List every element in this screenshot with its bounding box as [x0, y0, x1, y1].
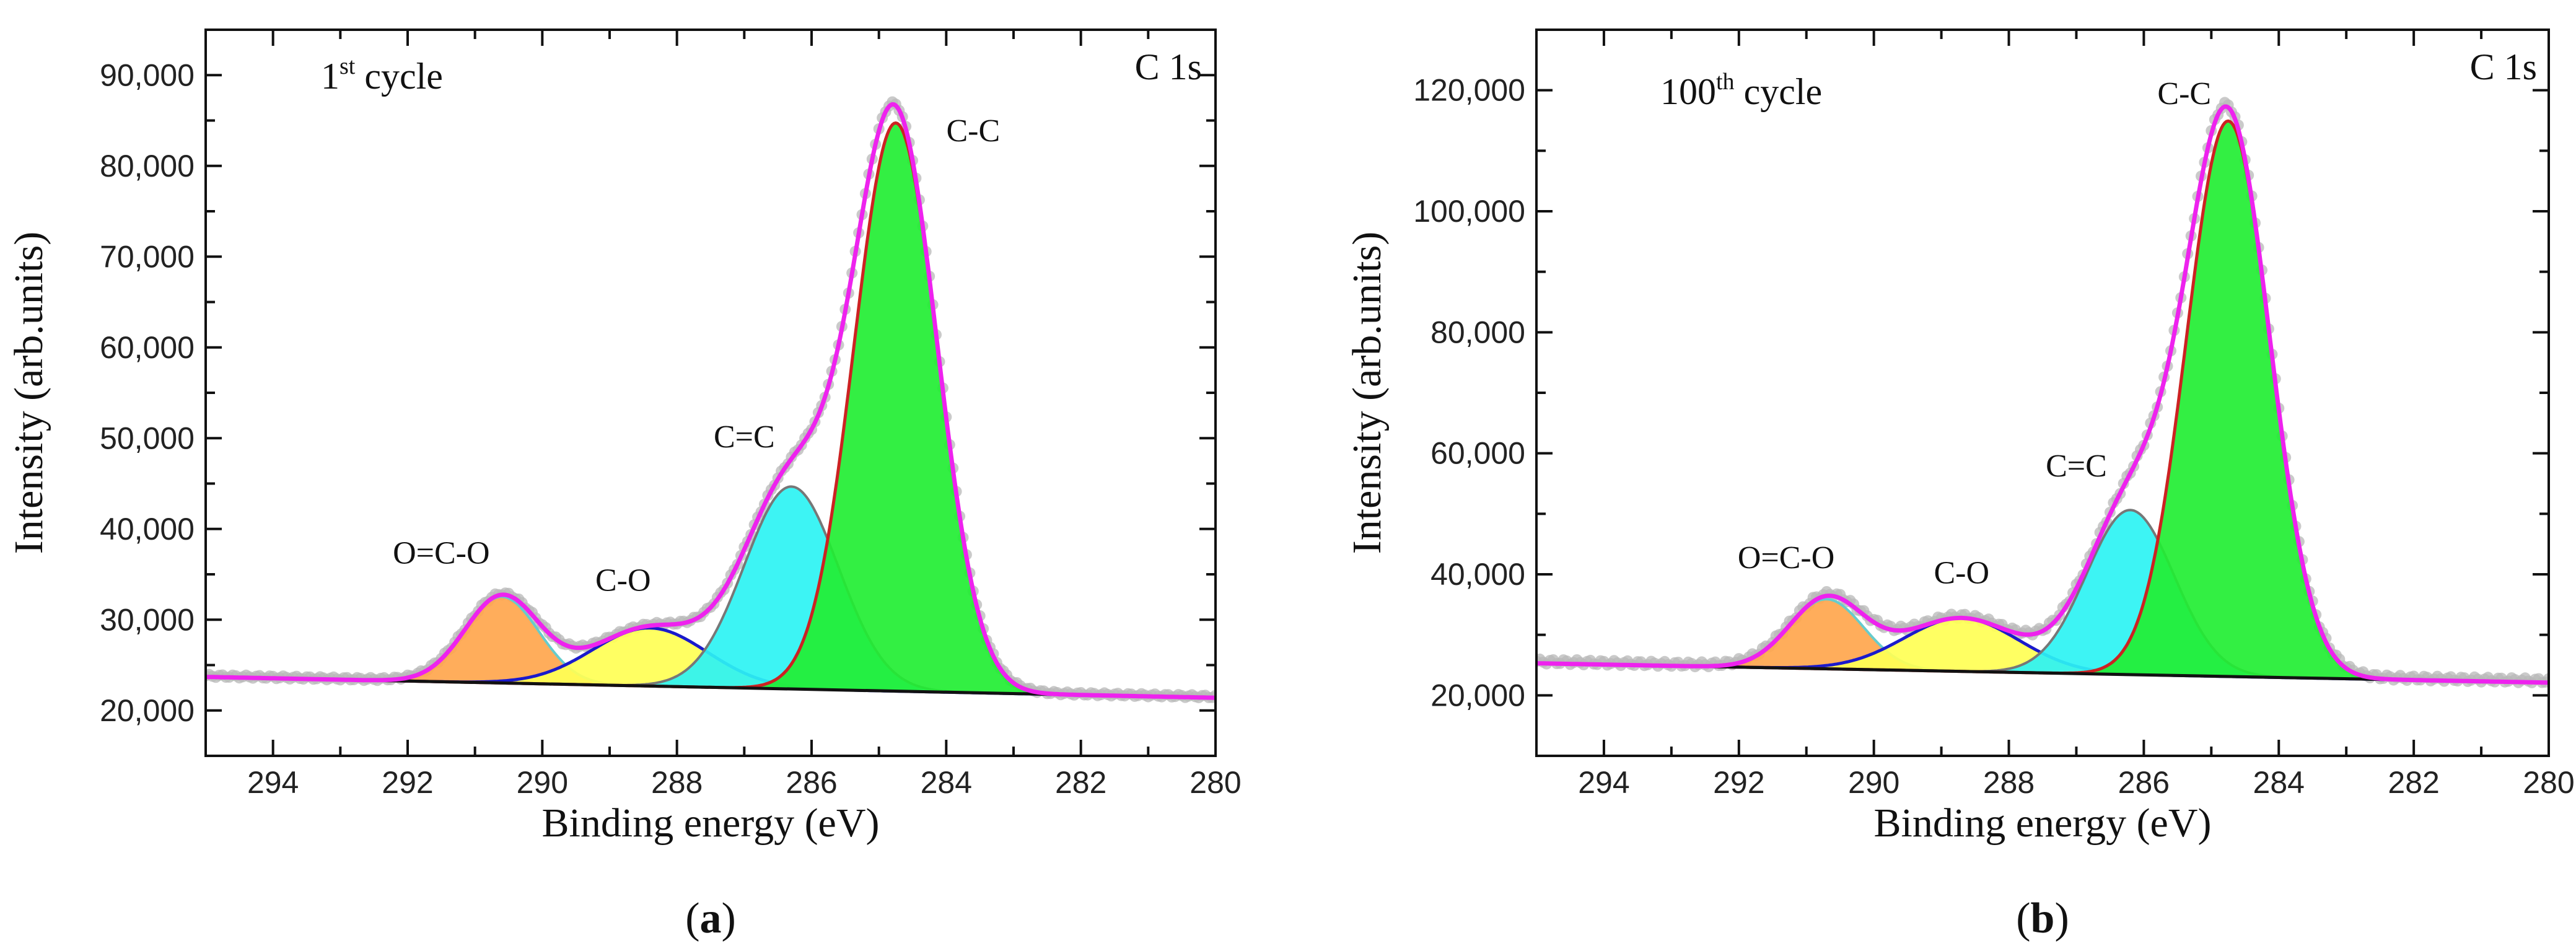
x-tick-label: 292 [382, 765, 433, 800]
x-tick-label: 290 [517, 765, 568, 800]
cycle-label-suffix: cycle [355, 56, 443, 97]
x-axis-title: Binding energy (eV) [1874, 800, 2212, 846]
caption-letter: a [700, 895, 722, 942]
peak-fill-oeqc-o [1536, 599, 2549, 683]
y-tick-label: 20,000 [100, 693, 195, 728]
x-tick-label: 292 [1713, 765, 1764, 800]
peak-fill-ceqc [206, 486, 1216, 698]
y-tick-label: 40,000 [1430, 557, 1525, 592]
y-tick-label: 40,000 [100, 512, 195, 546]
peak-label: C-C [946, 113, 1000, 149]
element-label: C 1s [1135, 46, 1202, 87]
cycle-label-suffix: cycle [1735, 71, 1823, 112]
cycle-label-number: 100 [1660, 71, 1716, 112]
peak-fill-oeqc-o [206, 597, 1216, 698]
cycle-label: 1st cycle [321, 53, 443, 97]
x-axis-title: Binding energy (eV) [542, 800, 880, 846]
raw-data-points [1536, 97, 2549, 688]
cycle-label-number: 1 [321, 56, 340, 97]
peak-label: O=C-O [1738, 540, 1834, 576]
x-tick-label: 288 [651, 765, 703, 800]
caption-letter: b [2031, 895, 2055, 942]
x-tick-label: 282 [2388, 765, 2439, 800]
y-tick-label: 120,000 [1413, 73, 1525, 108]
y-tick-label: 30,000 [100, 602, 195, 637]
y-tick-label: 20,000 [1430, 678, 1525, 712]
envelope-fit-line [206, 102, 1216, 700]
y-tick-label: 70,000 [100, 239, 195, 274]
y-tick-label: 80,000 [100, 149, 195, 183]
peak-outline-c-c [1536, 119, 2549, 685]
y-tick-label: 100,000 [1413, 194, 1525, 229]
peak-fill-c-c [1536, 121, 2549, 683]
x-tick-label: 286 [786, 765, 837, 800]
peak-label: C-O [595, 563, 651, 598]
x-tick-label: 284 [921, 765, 972, 800]
y-tick-label: 60,000 [100, 330, 195, 365]
caption-close: ) [722, 895, 736, 942]
y-axis-title: Intensity (arb.units) [1344, 232, 1390, 554]
peak-label: C=C [714, 419, 775, 455]
x-tick-label: 288 [1983, 765, 2035, 800]
peak-fill-c-c [206, 123, 1216, 698]
plot-area [206, 96, 1216, 704]
element-label: C 1s [2470, 46, 2537, 87]
x-tick-label: 284 [2253, 765, 2305, 800]
y-tick-label: 50,000 [100, 421, 195, 455]
y-tick-label: 80,000 [1430, 315, 1525, 349]
peak-label: C-C [2157, 76, 2211, 112]
chart-panel-a: 294 292 290 288 286 284 282 280 20,000 30,000 40,0… [6, 28, 1242, 942]
x-tick-label: 282 [1055, 765, 1106, 800]
x-tick-label: 286 [2118, 765, 2170, 800]
peak-label: O=C-O [393, 535, 489, 571]
panel-caption: (a) [685, 895, 736, 942]
y-tick-label: 60,000 [1430, 436, 1525, 471]
plot-frame [1535, 28, 2550, 757]
peak-label: C-O [1934, 556, 1989, 591]
chart-panel-b: 294 292 290 288 286 284 282 280 20,000 40,000 60,0… [1344, 28, 2575, 942]
envelope-fit-line [1536, 104, 2549, 685]
cycle-label-superscript: st [340, 53, 356, 79]
x-tick-label: 294 [247, 765, 299, 800]
caption-open: ( [2016, 895, 2030, 942]
x-tick-label: 290 [1848, 765, 1899, 800]
cycle-label: 100th cycle [1660, 69, 1822, 112]
caption-close: ) [2054, 895, 2069, 942]
panel-caption: (b) [2016, 895, 2069, 942]
caption-open: ( [685, 895, 699, 942]
cycle-label-superscript: th [1716, 69, 1735, 95]
plot-area [1536, 97, 2549, 688]
raw-data-points [206, 96, 1216, 704]
y-axis-title: Intensity (arb.units) [6, 232, 51, 554]
y-tick-label: 90,000 [100, 58, 195, 92]
x-tick-label: 280 [2523, 765, 2574, 800]
x-tick-label: 294 [1578, 765, 1629, 800]
x-tick-label: 280 [1189, 765, 1241, 800]
peak-label: C=C [2046, 449, 2107, 484]
